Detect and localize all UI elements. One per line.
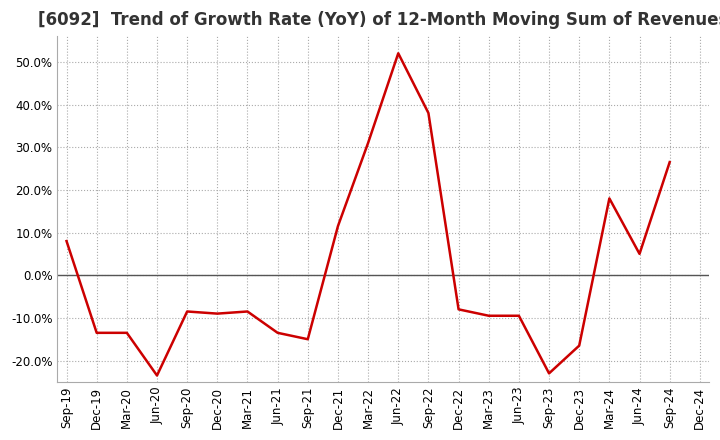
Title: [6092]  Trend of Growth Rate (YoY) of 12-Month Moving Sum of Revenues: [6092] Trend of Growth Rate (YoY) of 12-… bbox=[38, 11, 720, 29]
